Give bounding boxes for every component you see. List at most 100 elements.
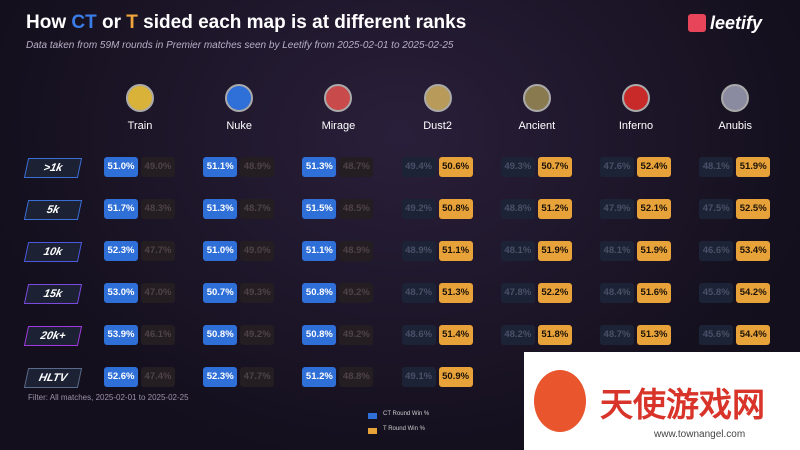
ct-value: 47.6% bbox=[600, 157, 634, 177]
ct-value: 49.4% bbox=[401, 157, 436, 177]
legend-label: CT Round Win % bbox=[383, 411, 430, 417]
watermark-name: 天使游戏网 bbox=[600, 386, 765, 423]
t-value: 54.2% bbox=[736, 283, 771, 303]
ct-value: 45.8% bbox=[699, 283, 734, 303]
ct-value: 48.7% bbox=[600, 325, 634, 345]
t-value: 52.4% bbox=[637, 157, 671, 177]
t-value: 48.8% bbox=[339, 367, 374, 387]
t-value: 48.5% bbox=[339, 199, 374, 219]
ct-value: 48.1% bbox=[500, 241, 535, 261]
rank-label: 15k bbox=[23, 284, 83, 304]
map-icon bbox=[522, 84, 551, 112]
ct-value: 46.6% bbox=[699, 241, 734, 261]
legend-swatch bbox=[368, 428, 377, 434]
title-word: How bbox=[26, 12, 67, 33]
ct-value: 51.0% bbox=[203, 241, 238, 261]
map-icon bbox=[126, 84, 154, 112]
t-value: 49.3% bbox=[240, 283, 275, 303]
watermark: 天使游戏网 www.townangel.com bbox=[524, 352, 800, 450]
map-name: Inferno bbox=[618, 120, 654, 132]
t-value: 50.8% bbox=[438, 199, 473, 219]
ct-value: 53.0% bbox=[104, 283, 138, 303]
ct-value: 47.9% bbox=[600, 199, 634, 219]
ct-value: 50.8% bbox=[302, 325, 337, 345]
t-value: 46.1% bbox=[141, 325, 175, 345]
ct-value: 51.5% bbox=[302, 199, 337, 219]
t-value: 51.9% bbox=[736, 157, 771, 177]
map-name: Mirage bbox=[321, 120, 356, 132]
legend-swatch bbox=[368, 413, 377, 419]
title-ct: CT bbox=[71, 12, 97, 33]
map-icon bbox=[423, 84, 452, 112]
t-value: 47.7% bbox=[240, 367, 275, 387]
ct-value: 52.3% bbox=[104, 241, 138, 261]
t-value: 50.9% bbox=[438, 367, 473, 387]
t-value: 48.9% bbox=[339, 241, 374, 261]
ct-value: 51.1% bbox=[203, 157, 238, 177]
map-name: Ancient bbox=[518, 120, 556, 132]
t-value: 51.1% bbox=[438, 241, 473, 261]
t-value: 49.2% bbox=[339, 325, 374, 345]
ct-value: 49.3% bbox=[500, 157, 535, 177]
title-word: or bbox=[102, 12, 121, 33]
map-name: Nuke bbox=[226, 120, 253, 132]
t-value: 49.2% bbox=[339, 283, 374, 303]
ct-value: 47.5% bbox=[699, 199, 734, 219]
t-value: 52.1% bbox=[637, 199, 671, 219]
t-value: 53.4% bbox=[736, 241, 771, 261]
t-value: 49.0% bbox=[240, 241, 275, 261]
t-value: 49.0% bbox=[141, 157, 175, 177]
map-name: Anubis bbox=[718, 120, 752, 132]
rank-label: 5k bbox=[23, 200, 83, 220]
map-icon bbox=[721, 84, 750, 112]
ct-value: 50.7% bbox=[203, 283, 238, 303]
ct-value: 51.0% bbox=[104, 157, 138, 177]
t-value: 50.7% bbox=[537, 157, 572, 177]
t-value: 50.6% bbox=[438, 157, 473, 177]
ct-value: 49.2% bbox=[401, 199, 436, 219]
t-value: 48.7% bbox=[339, 157, 374, 177]
t-value: 51.9% bbox=[637, 241, 671, 261]
ct-value: 51.7% bbox=[104, 199, 138, 219]
ct-value: 48.7% bbox=[401, 283, 436, 303]
logo-icon bbox=[688, 14, 706, 32]
t-value: 48.9% bbox=[240, 157, 275, 177]
watermark-logo bbox=[534, 370, 586, 432]
ct-value: 52.3% bbox=[203, 367, 238, 387]
rank-label: >1k bbox=[23, 158, 83, 178]
ct-value: 50.8% bbox=[203, 325, 238, 345]
t-value: 48.7% bbox=[240, 199, 275, 219]
ct-value: 51.2% bbox=[302, 367, 337, 387]
t-value: 51.6% bbox=[637, 283, 671, 303]
ct-value: 52.6% bbox=[104, 367, 138, 387]
subtitle: Data taken from 59M rounds in Premier ma… bbox=[26, 40, 454, 51]
ct-value: 53.9% bbox=[104, 325, 138, 345]
t-value: 47.0% bbox=[141, 283, 175, 303]
t-value: 48.3% bbox=[141, 199, 175, 219]
t-value: 54.4% bbox=[736, 325, 771, 345]
t-value: 51.3% bbox=[438, 283, 473, 303]
ct-value: 51.3% bbox=[302, 157, 337, 177]
t-value: 51.4% bbox=[438, 325, 473, 345]
title: How CT or T sided each map is at differe… bbox=[26, 12, 466, 34]
title-t: T bbox=[126, 12, 138, 33]
t-value: 49.2% bbox=[240, 325, 275, 345]
ct-value: 48.2% bbox=[500, 325, 535, 345]
ct-value: 51.3% bbox=[203, 199, 238, 219]
ct-value: 47.8% bbox=[500, 283, 535, 303]
map-icon bbox=[622, 84, 650, 112]
t-value: 51.2% bbox=[537, 199, 572, 219]
filter-note: Filter: All matches, 2025-02-01 to 2025-… bbox=[28, 393, 189, 402]
map-name: Dust2 bbox=[423, 120, 452, 132]
t-value: 52.2% bbox=[537, 283, 572, 303]
ct-value: 45.6% bbox=[699, 325, 734, 345]
t-value: 47.4% bbox=[141, 367, 175, 387]
ct-value: 48.6% bbox=[401, 325, 436, 345]
ct-value: 48.9% bbox=[401, 241, 436, 261]
map-icon bbox=[324, 84, 353, 112]
ct-value: 48.4% bbox=[600, 283, 634, 303]
t-value: 52.5% bbox=[736, 199, 771, 219]
t-value: 51.8% bbox=[537, 325, 572, 345]
ct-value: 48.1% bbox=[600, 241, 634, 261]
